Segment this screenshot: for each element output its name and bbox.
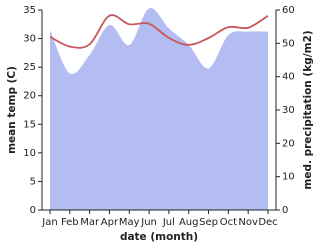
x-tick-label: Apr (101, 217, 119, 228)
y-axis-label: mean temp (C) (6, 66, 18, 154)
y2-tick-label: 30 (282, 105, 295, 116)
x-tick-label: Jan (41, 217, 57, 228)
x-tick-label: May (119, 217, 140, 228)
x-tick-label: Aug (179, 217, 199, 228)
x-tick-label: Dec (258, 217, 277, 228)
y2-tick-label: 60 (282, 5, 295, 16)
x-tick-label: Nov (238, 217, 258, 228)
y-tick-label: 35 (23, 5, 36, 16)
y-tick-label: 10 (23, 148, 36, 159)
y2-tick-label: 50 (282, 38, 295, 49)
x-tick-label: Sep (199, 217, 218, 228)
y-tick-label: 0 (30, 205, 36, 216)
y-tick-label: 20 (23, 91, 36, 102)
x-tick-label: Mar (80, 217, 100, 228)
x-tick-label: Feb (61, 217, 79, 228)
y2-tick-label: 20 (282, 138, 295, 149)
y2-tick-label: 10 (282, 172, 295, 183)
precipitation-area (50, 8, 268, 211)
x-tick-label: Jul (162, 217, 175, 228)
y-tick-label: 5 (30, 176, 36, 187)
x-axis-label: date (month) (120, 231, 198, 243)
y-tick-label: 30 (23, 34, 36, 45)
y2-axis-label: med. precipitation (kg/m2) (302, 30, 314, 189)
y2-tick-label: 0 (282, 205, 288, 216)
y-tick-label: 15 (23, 119, 36, 130)
x-tick-label: Jun (140, 217, 157, 228)
y2-tick-label: 40 (282, 72, 295, 83)
y-tick-label: 25 (23, 62, 36, 73)
temperature-line (49, 14, 269, 49)
x-tick-label: Oct (220, 217, 237, 228)
